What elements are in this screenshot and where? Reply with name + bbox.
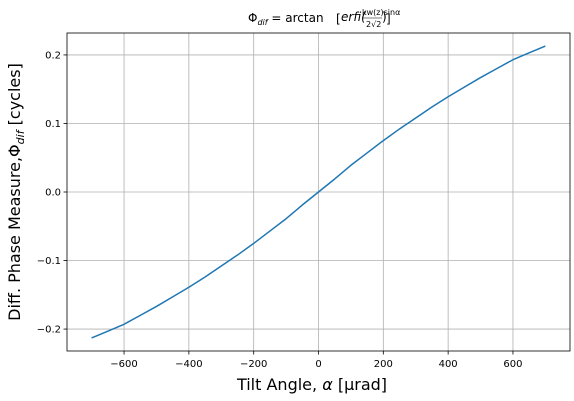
x-tick-label: 600 xyxy=(503,359,522,370)
y-tick-label: 0.0 xyxy=(45,188,61,199)
y-axis-label-text: Diff. Phase Measure, xyxy=(5,157,24,321)
chart-title: Φdif = arctan xyxy=(248,11,324,27)
x-axis-label: Tilt Angle, α [μrad] xyxy=(236,375,387,394)
series-line xyxy=(91,45,546,339)
x-axis-label-text: Tilt Angle, xyxy=(236,375,322,394)
x-tick-label: 400 xyxy=(439,359,458,370)
title-lhs-sub: dif xyxy=(257,18,268,27)
y-axis-label-symbol: Φ xyxy=(5,144,24,157)
x-tick-label: −400 xyxy=(175,359,202,370)
x-axis-label-unit: [μrad] xyxy=(333,375,387,394)
title-numerator: kw(z)sinα xyxy=(362,8,400,17)
y-tick-label: −0.2 xyxy=(37,325,61,336)
x-tick-label: 0 xyxy=(315,359,321,370)
x-tick-label: −200 xyxy=(240,359,267,370)
x-tick-label: −600 xyxy=(110,359,137,370)
title-bracket-right: ] xyxy=(386,12,391,26)
title-fn-close: ) xyxy=(382,10,387,24)
axes-frame xyxy=(66,32,571,352)
grid xyxy=(67,33,570,351)
title-denominator: 2√2 xyxy=(366,20,381,29)
y-axis-label-sub: dif xyxy=(14,128,27,144)
y-axis-label-unit: [cycles] xyxy=(5,63,24,130)
title-eq: = arctan xyxy=(268,11,324,25)
y-axis-label: Diff. Phase Measure,Φdif [cycles] xyxy=(5,63,27,321)
axis-ticks: −600 −400 −200 0 200 400 600 −0.2 −0.1 0.0 0.1 0.2 xyxy=(37,50,523,370)
title-fn: erfi( xyxy=(341,10,367,24)
y-tick-label: 0.2 xyxy=(45,50,61,61)
x-axis-label-symbol: α xyxy=(322,375,333,394)
series-layer xyxy=(91,45,546,339)
y-tick-label: 0.1 xyxy=(45,119,61,130)
y-tick-label: −0.1 xyxy=(37,256,61,267)
x-tick-label: 200 xyxy=(374,359,393,370)
title-lhs: Φ xyxy=(248,11,257,25)
title-bracket-left: [ xyxy=(336,12,341,26)
